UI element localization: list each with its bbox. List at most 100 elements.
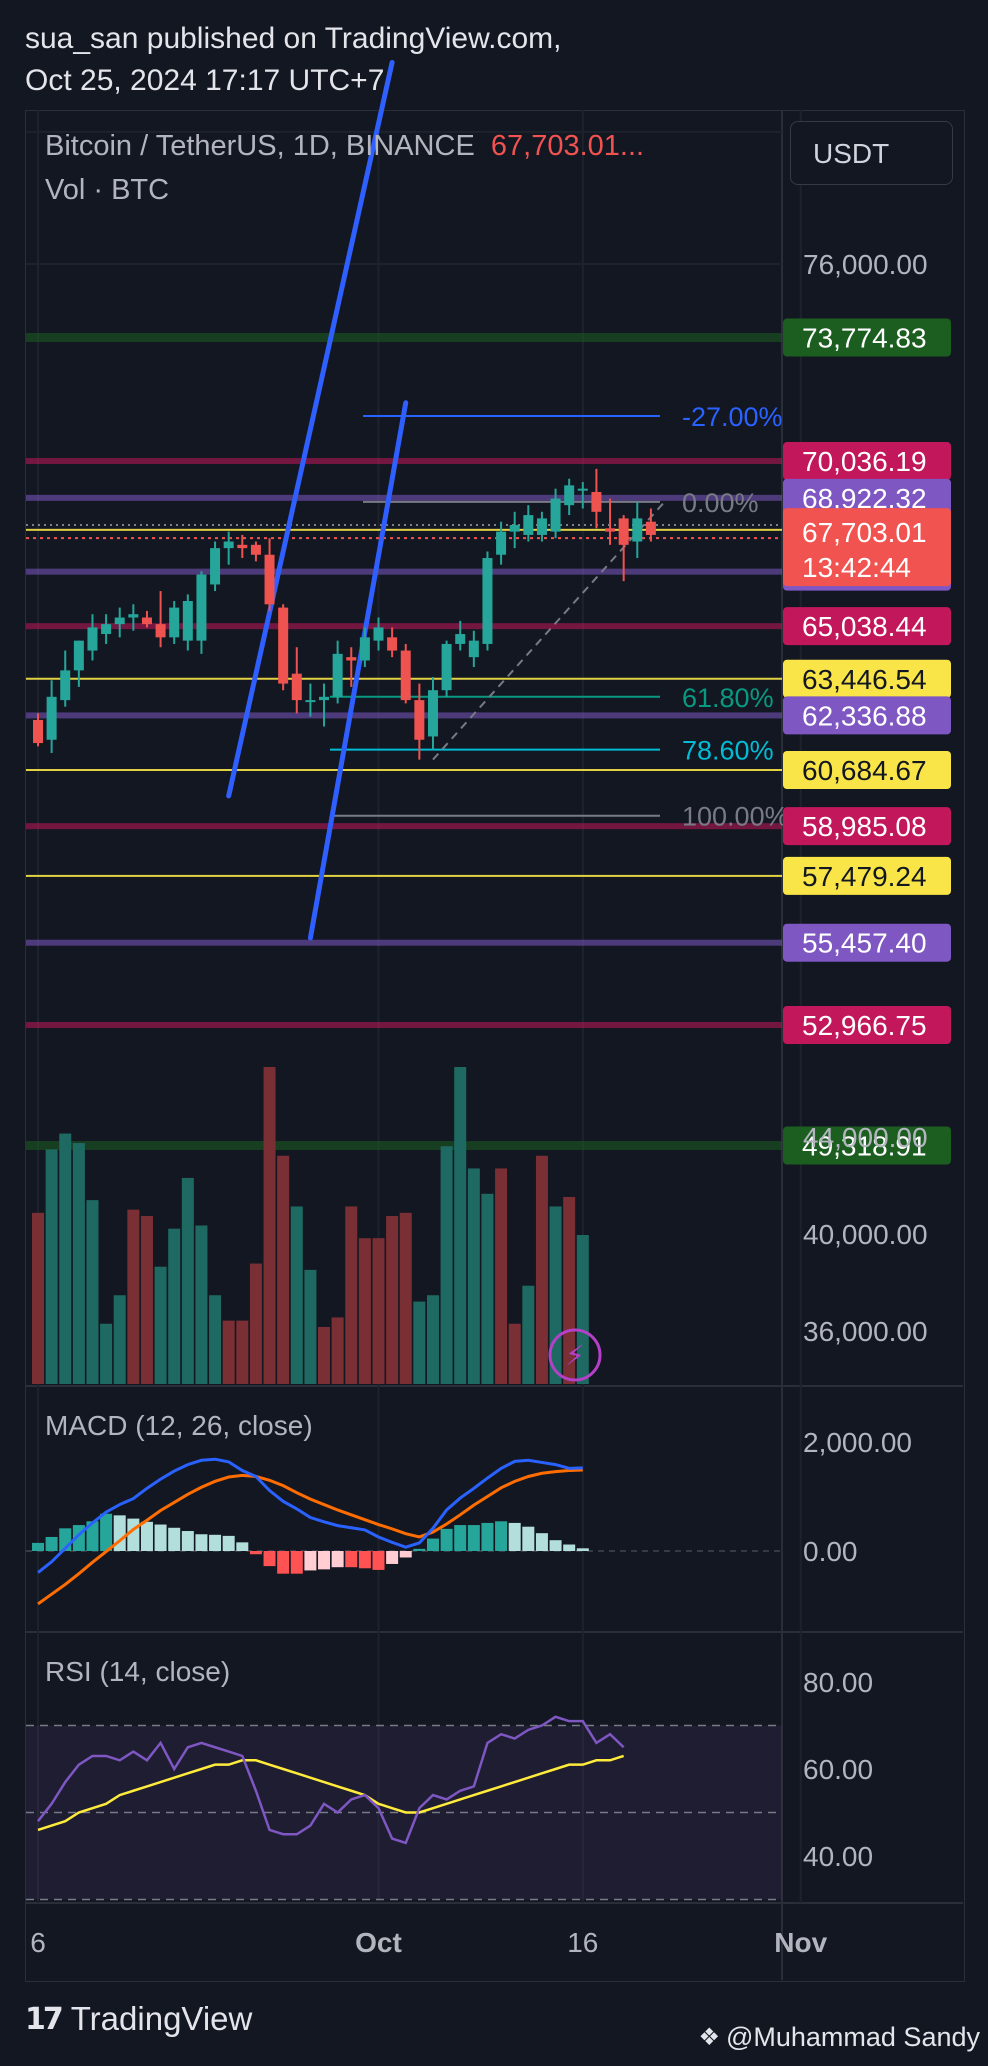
candle-body (264, 554, 275, 605)
level-price-tag (783, 1005, 951, 1044)
credit-text: @Muhammad Sandy (725, 2022, 980, 2052)
macd-histogram-bar (399, 1551, 412, 1558)
candle-body (550, 498, 561, 532)
symbol-legend[interactable]: Bitcoin / TetherUS, 1D, BINANCE 67,703.0… (45, 130, 644, 163)
volume-axis-label: 44,000.00 (803, 1122, 928, 1153)
candle (33, 713, 43, 747)
candle (182, 594, 193, 651)
candle-body (60, 670, 71, 701)
macd-histogram-bar (481, 1522, 494, 1551)
channel-line (307, 400, 409, 941)
candle-body (250, 544, 261, 555)
volume-bar (508, 1323, 521, 1384)
candle (387, 627, 398, 658)
candle (155, 591, 166, 648)
candle-body (332, 653, 343, 697)
volume-bar (481, 1193, 494, 1384)
macd-histogram-bar (277, 1551, 290, 1574)
brand-name: TradingView (70, 2000, 253, 2037)
macd-histogram-bar (140, 1521, 153, 1551)
macd-histogram-bar (426, 1538, 439, 1551)
tradingview-logo-icon: 17 (25, 2001, 64, 2037)
macd-histogram-bar (249, 1551, 262, 1555)
level-price-tag-text: 55,457.40 (802, 928, 927, 959)
candle-body (73, 640, 84, 671)
candle (536, 511, 547, 542)
level-line (26, 333, 782, 343)
level-line (26, 494, 782, 501)
candle-body (196, 574, 207, 641)
level-line (26, 939, 782, 946)
macd-histogram-bar (168, 1527, 181, 1551)
macd-histogram-bar (576, 1548, 589, 1551)
volume-bar (72, 1143, 85, 1384)
currency-selector[interactable]: USDT (790, 121, 953, 185)
candle (237, 534, 248, 559)
candle-body (618, 518, 629, 545)
chart-frame[interactable] (25, 110, 965, 1982)
macd-histogram-bar (181, 1531, 194, 1551)
symbol-name: Bitcoin / TetherUS, 1D, BINANCE (45, 130, 475, 162)
candle (618, 515, 629, 582)
volume-bar (290, 1206, 303, 1384)
candle (264, 538, 275, 611)
macd-histogram-bar (45, 1536, 58, 1551)
macd-histogram-bar (209, 1534, 222, 1551)
candle (577, 482, 588, 509)
macd-histogram-bar (467, 1525, 480, 1551)
candle (60, 650, 71, 707)
level-price-tag (783, 442, 951, 481)
level-price-tag (783, 856, 951, 895)
candle-body (305, 700, 316, 703)
candle-body (523, 515, 534, 535)
fib-level-label: 0.00% (682, 488, 759, 518)
candle (523, 505, 534, 542)
candle (605, 498, 616, 545)
level-price-tag (783, 807, 951, 846)
level-line (26, 1021, 782, 1028)
candle-body (141, 617, 152, 625)
level-price-tag-text: 58,985.08 (802, 811, 927, 842)
volume-bar (318, 1326, 331, 1384)
volume-bar (59, 1133, 72, 1384)
candle (632, 501, 643, 559)
rsi-pane-label[interactable]: RSI (14, close) (45, 1656, 231, 1687)
candle-body (482, 558, 493, 644)
macd-histogram-bar (522, 1526, 535, 1551)
macd-histogram-bar (358, 1551, 371, 1569)
volume-bar (563, 1196, 576, 1384)
candle-body (564, 485, 575, 506)
fib-level-label: 100.00% (682, 802, 789, 832)
macd-histogram-bar (222, 1535, 235, 1551)
candle-body (114, 617, 125, 625)
candle-body (414, 700, 425, 740)
macd-axis-label: 2,000.00 (803, 1427, 912, 1458)
rsi-axis-label: 60.00 (803, 1754, 873, 1785)
volume-bar (535, 1155, 548, 1384)
volume-bar (195, 1225, 208, 1384)
volume-bar (576, 1235, 589, 1384)
candle-body (33, 719, 43, 744)
candle-body (591, 491, 602, 512)
dashed-trendline (432, 501, 666, 761)
fib-level-label: 78.60% (682, 736, 774, 766)
macd-signal-line (37, 1468, 583, 1606)
candle-body (346, 657, 357, 661)
candle (87, 614, 98, 661)
level-price-tag (783, 659, 951, 698)
macd-line (37, 1457, 583, 1574)
volume-legend[interactable]: Vol · BTC (45, 174, 170, 206)
level-price-tag (783, 607, 951, 646)
level-price-tag (783, 923, 951, 962)
diamond-logo-icon: ❖ (698, 2024, 720, 2051)
volume-bar (399, 1212, 412, 1384)
volume-bar (154, 1266, 167, 1384)
candle-body (101, 624, 112, 635)
footer-brand[interactable]: 17 TradingView (25, 2000, 252, 2038)
macd-pane-label[interactable]: MACD (12, 26, close) (45, 1410, 313, 1441)
lightning-icon: ⚡ (548, 1328, 602, 1382)
volume-bar (277, 1155, 290, 1384)
volume-bar (249, 1263, 262, 1384)
candle-body (468, 640, 479, 658)
